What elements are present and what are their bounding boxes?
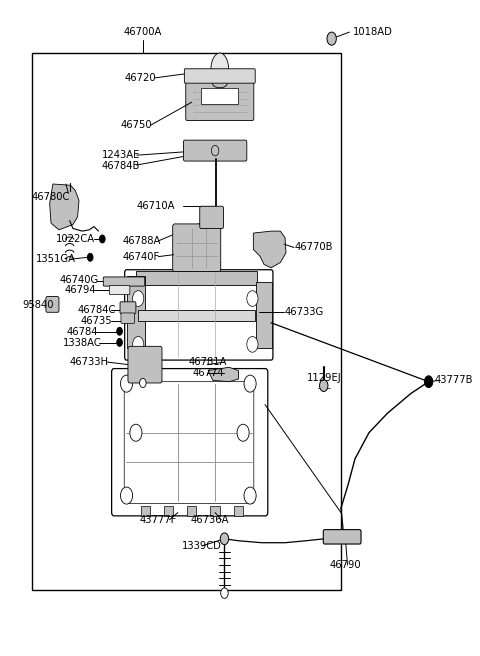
Circle shape [327,32,336,45]
Text: 46784B: 46784B [102,161,140,171]
Text: 1022CA: 1022CA [56,234,95,244]
Text: 1339CD: 1339CD [182,541,222,551]
FancyBboxPatch shape [323,529,361,544]
Circle shape [117,327,122,335]
Circle shape [244,375,256,392]
Text: 46790: 46790 [330,560,361,570]
Text: 1018AD: 1018AD [353,27,393,37]
Circle shape [99,235,105,243]
Text: 46784: 46784 [67,327,98,337]
Circle shape [237,424,249,441]
FancyBboxPatch shape [183,140,247,161]
FancyBboxPatch shape [109,285,130,295]
Bar [187,506,196,516]
Text: 46770B: 46770B [294,243,333,253]
Circle shape [120,487,132,504]
FancyBboxPatch shape [184,69,255,83]
Circle shape [220,533,228,544]
Bar [234,506,243,516]
Bar [127,276,145,348]
Circle shape [211,146,219,156]
Circle shape [320,380,328,392]
Circle shape [132,337,144,352]
Text: 46740G: 46740G [60,276,98,285]
Circle shape [424,376,433,388]
Text: 46735: 46735 [81,316,112,326]
Text: 43777F: 43777F [140,515,177,525]
Text: 46720: 46720 [125,73,156,83]
FancyBboxPatch shape [46,297,59,312]
Circle shape [120,375,132,392]
Bar [136,271,257,285]
Circle shape [221,588,228,598]
Text: 46700A: 46700A [124,27,162,37]
Text: 46710A: 46710A [136,201,175,211]
Circle shape [130,424,142,441]
Text: 46740F: 46740F [123,252,160,262]
Polygon shape [253,231,286,268]
Bar [141,506,150,516]
Ellipse shape [212,79,227,88]
Bar [164,506,173,516]
Text: 46774: 46774 [192,367,224,377]
Circle shape [132,291,144,306]
Circle shape [247,291,258,306]
Bar [256,282,273,348]
Text: 1338AC: 1338AC [63,338,102,348]
FancyBboxPatch shape [128,346,162,383]
Ellipse shape [211,53,228,86]
Text: 46733H: 46733H [70,357,109,367]
Text: 46794: 46794 [64,285,96,295]
FancyBboxPatch shape [103,277,145,286]
Text: 1351GA: 1351GA [36,255,76,264]
Text: 46750: 46750 [120,120,152,130]
FancyBboxPatch shape [121,313,134,323]
Bar [201,88,239,104]
Text: 46733G: 46733G [285,307,324,318]
Polygon shape [208,367,239,382]
Text: 46781A: 46781A [189,357,228,367]
Text: 1243AE: 1243AE [102,150,140,160]
Text: 43777B: 43777B [434,375,473,385]
Circle shape [247,337,258,352]
Polygon shape [49,184,79,230]
Bar [138,310,255,321]
FancyBboxPatch shape [173,224,221,272]
Text: 46788A: 46788A [122,236,161,246]
Text: 1129EJ: 1129EJ [306,373,341,382]
FancyBboxPatch shape [200,206,224,228]
Text: 46780C: 46780C [31,192,70,202]
Text: 95840: 95840 [22,300,54,310]
Bar [32,53,341,590]
Bar [210,506,220,516]
Circle shape [87,253,93,261]
Text: 46736A: 46736A [190,515,229,525]
FancyBboxPatch shape [186,72,254,121]
Circle shape [117,338,122,346]
Text: 46784C: 46784C [77,304,116,315]
FancyBboxPatch shape [120,302,136,314]
Circle shape [244,487,256,504]
Circle shape [140,379,146,388]
